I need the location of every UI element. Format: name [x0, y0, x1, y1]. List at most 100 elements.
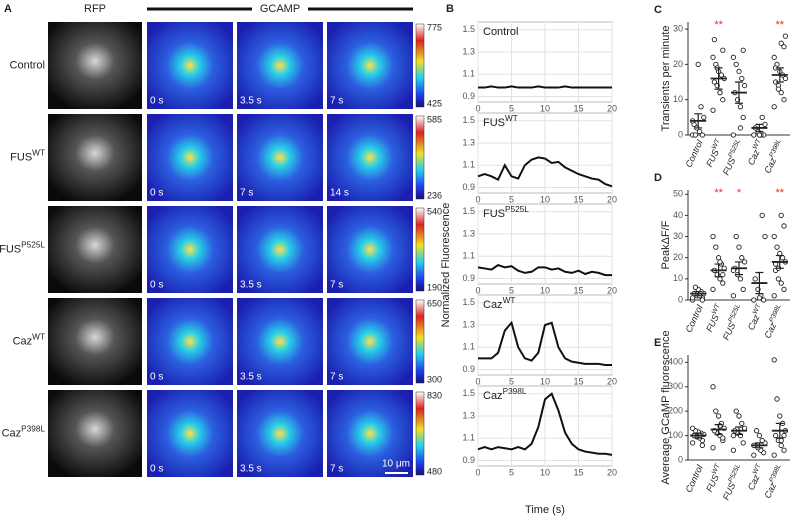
colorbar-max: 585: [427, 114, 442, 124]
y-tick-label: 400: [668, 357, 683, 367]
timestamp: 7 s: [330, 372, 343, 383]
gcamp-image: [237, 298, 323, 385]
data-point: [740, 440, 746, 446]
data-point: [689, 440, 696, 446]
colorbar: [415, 299, 425, 384]
x-tick-label-sup: WT: [752, 462, 763, 475]
data-point: [730, 432, 737, 439]
data-point: [775, 86, 782, 92]
rfp-image: [48, 114, 142, 201]
data-point: [782, 75, 789, 82]
data-point: [739, 420, 745, 427]
x-tick-label: Control: [684, 138, 706, 169]
panel-label: C: [654, 4, 662, 16]
data-point: [739, 255, 745, 261]
x-tick-label: 0: [475, 467, 480, 477]
data-point: [778, 442, 784, 448]
data-point: [733, 61, 739, 68]
column-header: RFP: [84, 3, 106, 15]
x-tick-label: 15: [573, 376, 583, 386]
x-tick-label: 20: [607, 194, 617, 204]
x-tick-label-text: Caz: [763, 481, 779, 500]
data-point: [774, 244, 780, 250]
column-header: GCAMP: [260, 3, 300, 15]
x-tick-label-sup: P398L: [768, 463, 783, 484]
data-point: [759, 114, 765, 120]
colorbar-max: 540: [427, 206, 442, 216]
data-point: [715, 255, 722, 261]
y-tick-label: 1.1: [462, 69, 475, 79]
x-tick-label: 0: [475, 285, 480, 295]
colorbar-min: 300: [427, 374, 442, 384]
gcamp-image: [237, 206, 323, 293]
colorbar: [415, 391, 425, 476]
data-point: [720, 280, 726, 286]
x-tick-label: 15: [573, 285, 583, 295]
data-point: [778, 89, 784, 96]
chart-title-sup: WT: [503, 296, 516, 305]
x-tick-label: Control: [684, 463, 706, 494]
x-tick-label: 5: [509, 467, 514, 477]
x-tick-label: FUSWT: [703, 137, 725, 168]
gcamp-image: [147, 114, 233, 201]
x-tick-label: 10: [540, 285, 550, 295]
colorbar-min: 236: [427, 190, 442, 200]
y-axis-label: PeakΔF/F: [660, 220, 672, 269]
gcamp-image: [147, 22, 233, 109]
data-point: [777, 413, 783, 419]
row-label-sup: P525L: [21, 240, 45, 249]
x-tick-label: FUSWT: [703, 462, 725, 493]
y-tick-label: 50: [673, 189, 683, 199]
data-point: [695, 61, 701, 68]
y-tick-label: 1.5: [462, 206, 475, 216]
x-tick-label: 20: [607, 285, 617, 295]
row-label: CazWT: [13, 332, 45, 347]
x-tick-label: CazWT: [745, 137, 767, 167]
colorbar-max: 775: [427, 22, 442, 32]
data-point: [762, 121, 768, 128]
significance: **: [776, 187, 785, 199]
y-tick-label: 20: [673, 59, 683, 69]
x-tick-label-sup: P525L: [728, 303, 743, 324]
rfp-image: [48, 298, 142, 385]
y-tick-label: 100: [668, 430, 683, 440]
chart-title: CazP398L: [483, 387, 527, 402]
x-tick-label: CazP398L: [762, 303, 787, 340]
x-tick-label: CazP398L: [762, 463, 787, 500]
x-tick-label-text: Caz: [763, 156, 779, 175]
colorbar-min: 425: [427, 98, 442, 108]
x-tick-label: 0: [475, 103, 480, 113]
data-point: [781, 223, 787, 229]
timestamp: 0 s: [150, 372, 163, 383]
y-tick-label: 0.9: [462, 273, 475, 283]
x-tick-label-text: Control: [684, 463, 706, 494]
y-tick-label: 1.3: [462, 46, 475, 56]
line: [477, 156, 613, 188]
data-point: [753, 428, 760, 434]
x-tick-label: 15: [573, 467, 583, 477]
x-tick-label-sup: WT: [752, 302, 763, 315]
timestamp: 7 s: [240, 188, 253, 199]
scale-bar-label: 10 μm: [382, 459, 410, 470]
data-point: [781, 447, 787, 453]
x-tick-label-text: Caz: [746, 148, 762, 167]
colorbar-max: 650: [427, 298, 442, 308]
y-tick-label: 300: [668, 381, 683, 391]
gcamp-image: [237, 22, 323, 109]
gcamp-image: [237, 114, 323, 201]
data-point: [699, 297, 706, 303]
x-tick-label: FUSP525L: [720, 303, 746, 342]
colorbar: [415, 23, 425, 108]
x-tick-label: 10: [540, 467, 550, 477]
x-tick-label-text: FUS: [704, 313, 721, 334]
data-point: [771, 452, 777, 458]
data-point: [720, 271, 726, 278]
panel-label: A: [4, 3, 12, 15]
significance: *: [737, 187, 742, 199]
x-tick-label: 20: [607, 103, 617, 113]
data-point: [771, 54, 777, 60]
y-tick-label: 1.1: [462, 433, 475, 443]
significance: **: [714, 19, 723, 31]
gcamp-image: [147, 298, 233, 385]
header-bg: [252, 2, 308, 16]
